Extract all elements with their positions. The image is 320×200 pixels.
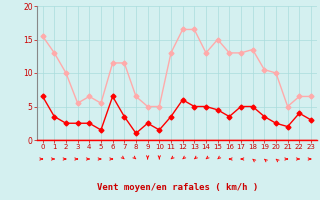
Text: Vent moyen/en rafales ( km/h ): Vent moyen/en rafales ( km/h ) bbox=[97, 183, 258, 192]
